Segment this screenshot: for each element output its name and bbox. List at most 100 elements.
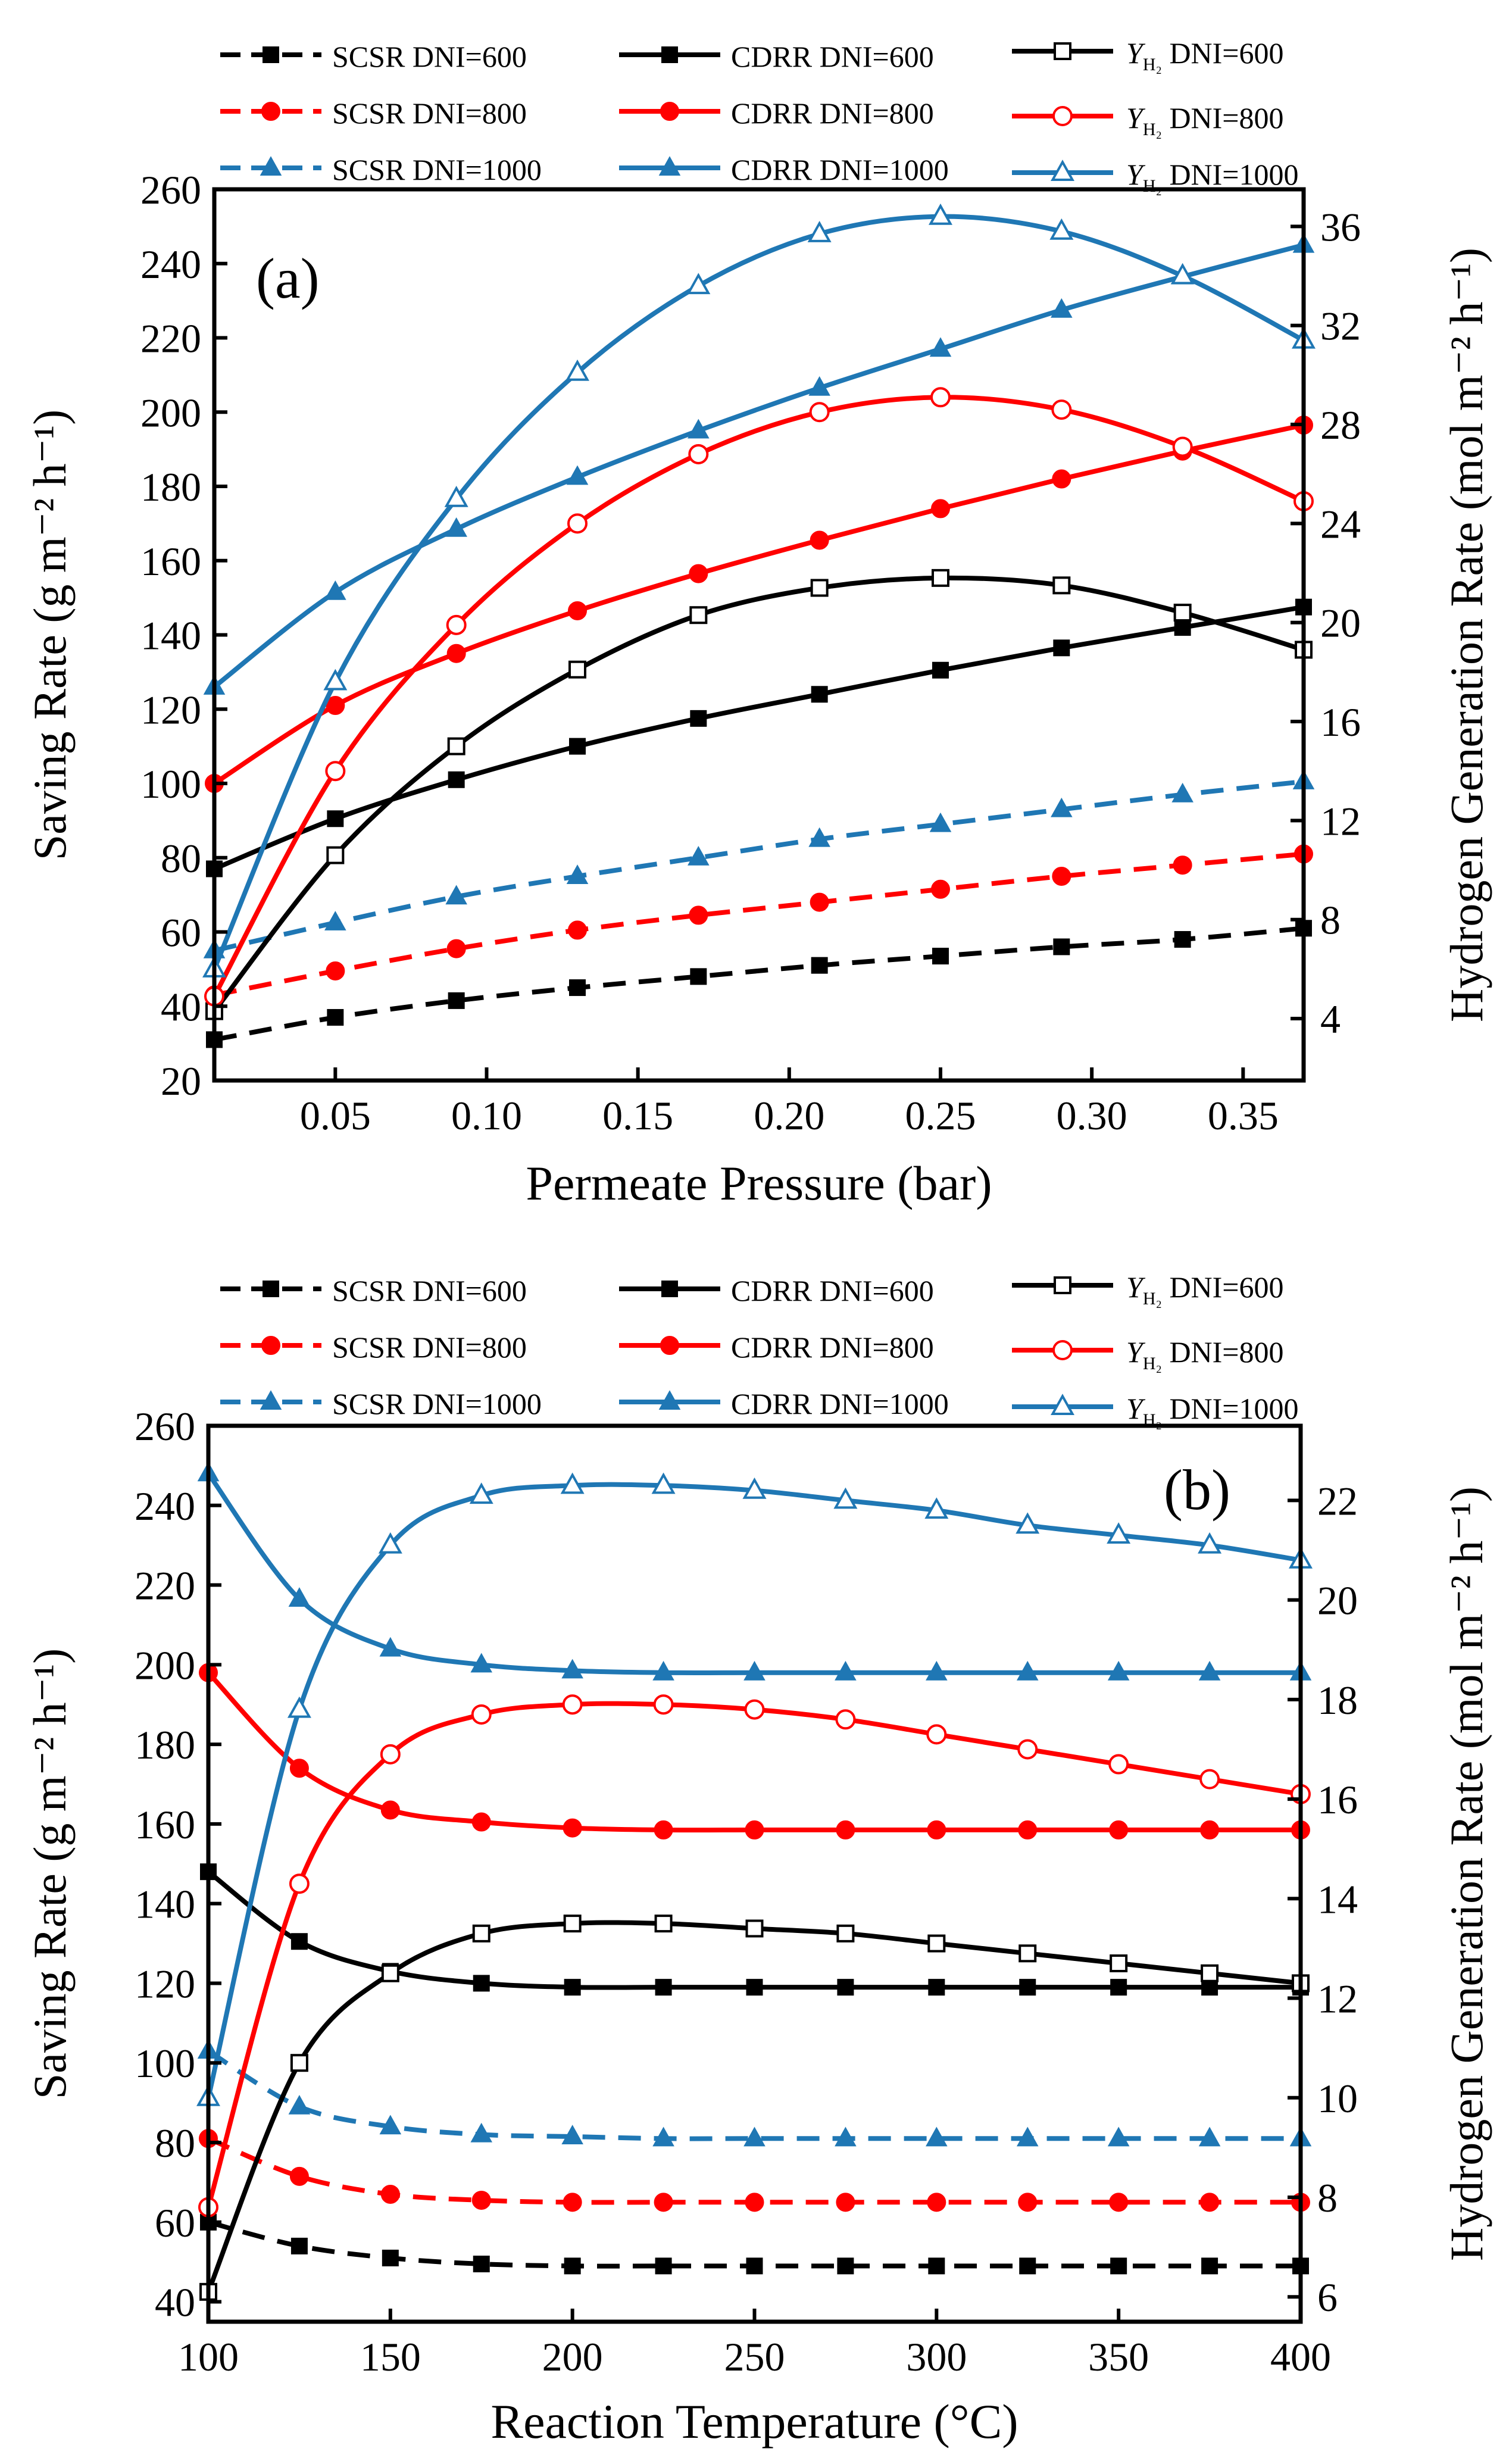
data-point: [569, 738, 586, 755]
legend-label: SCSR DNI=1000: [332, 1387, 542, 1420]
data-point: [689, 564, 708, 583]
legend-label: CDRR DNI=800: [731, 96, 934, 130]
data-point: [568, 660, 586, 679]
data-point: [652, 2126, 674, 2147]
legend-item: YH₂ DNI=600: [1012, 36, 1284, 74]
legend-label: CDRR DNI=1000: [731, 1387, 949, 1420]
y-left-tick-label: 220: [135, 1563, 195, 1609]
data-point: [652, 1660, 674, 1681]
chart-a: SCSR DNI=600 CDRR DNI=600 YH₂ DNI=600 SCSR …: [24, 36, 1492, 1210]
legend-marker: [1054, 42, 1071, 60]
legend-item: CDRR DNI=800: [619, 96, 934, 130]
x-tick-label: 0.15: [602, 1093, 673, 1138]
data-point: [1174, 930, 1191, 948]
data-point: [327, 810, 344, 827]
data-point: [835, 2126, 857, 2147]
data-point: [808, 827, 830, 847]
data-point: [927, 2193, 946, 2212]
data-point: [1051, 399, 1072, 420]
data-point: [835, 1709, 856, 1730]
data-point: [926, 1660, 948, 1681]
data-point: [565, 359, 589, 381]
data-point: [1199, 1769, 1220, 1790]
data-point: [380, 1800, 400, 1820]
data-point: [654, 1915, 673, 1933]
data-point: [560, 1472, 585, 1494]
data-point: [688, 845, 710, 866]
legend-marker: [1054, 1276, 1071, 1294]
legend-label-rest: DNI=1000: [1162, 158, 1299, 191]
data-point: [931, 879, 950, 899]
data-point: [927, 1820, 946, 1840]
legend-label-subscript: H₂: [1143, 176, 1162, 196]
y-right-tick-label: 10: [1317, 2076, 1358, 2121]
y-left-tick-label: 140: [140, 613, 201, 658]
data-point: [654, 2193, 673, 2212]
data-point: [1018, 2193, 1038, 2212]
data-point: [290, 1933, 308, 1950]
legend-label: CDRR DNI=1000: [731, 153, 949, 186]
data-point: [1110, 1954, 1128, 1972]
data-point: [445, 885, 467, 905]
y-left-tick-label: 100: [135, 2041, 195, 2086]
data-point: [1053, 938, 1070, 955]
y-right-tick-label: 4: [1320, 997, 1341, 1042]
legend-label: SCSR DNI=600: [332, 1274, 527, 1307]
data-point: [470, 1653, 493, 1673]
x-tick-label: 100: [178, 2334, 239, 2379]
legend-item: YH₂ DNI=1000: [1012, 158, 1299, 196]
data-point: [1198, 1532, 1222, 1554]
x-tick-label: 400: [1270, 2334, 1331, 2379]
data-point: [1016, 1660, 1039, 1681]
legend-label: SCSR DNI=800: [332, 96, 527, 130]
data-point: [1018, 1944, 1037, 1963]
data-point: [655, 1979, 672, 1996]
y-left-tick-label: 120: [135, 1961, 195, 2006]
x-tick-label: 0.30: [1057, 1093, 1127, 1138]
y-left-tick-label: 240: [140, 242, 201, 287]
data-point: [1107, 1660, 1130, 1681]
series-scsr-dni-1000: [203, 770, 1315, 958]
legend-item: SCSR DNI=800: [220, 96, 527, 130]
data-point: [1170, 263, 1195, 285]
data-point: [837, 1979, 854, 1996]
data-point: [928, 2257, 945, 2275]
data-point: [326, 846, 345, 864]
data-point: [1051, 298, 1073, 318]
data-point: [743, 1660, 766, 1681]
data-point: [688, 419, 710, 439]
legend-item: SCSR DNI=600: [220, 40, 527, 73]
series-scsr-dni-1000: [197, 2039, 1312, 2147]
legend-label-symbol: Y: [1126, 36, 1146, 70]
data-point: [470, 2122, 493, 2143]
data-point: [926, 2126, 948, 2147]
series-line: [214, 851, 1304, 998]
y-left-tick-label: 80: [161, 836, 201, 881]
data-point: [327, 1008, 344, 1026]
data-point: [445, 517, 467, 537]
y-right-tick-label: 6: [1317, 2275, 1338, 2320]
legend-label: SCSR DNI=800: [332, 1331, 527, 1364]
legend-label: CDRR DNI=600: [731, 40, 934, 73]
data-point: [448, 771, 465, 788]
data-point: [1172, 436, 1193, 457]
data-point: [746, 1979, 763, 1996]
legend-label: SCSR DNI=600: [332, 40, 527, 73]
y-right-tick-label: 22: [1317, 1478, 1358, 1523]
data-point: [326, 961, 345, 980]
legend-marker: [261, 1336, 280, 1355]
y-right-tick-label: 14: [1317, 1876, 1358, 1922]
data-point: [473, 2256, 490, 2273]
series-line: [206, 1482, 1301, 2098]
y-right-tick-label: 18: [1317, 1678, 1358, 1723]
x-tick-label: 150: [360, 2334, 421, 2379]
legend-marker: [661, 1281, 678, 1297]
data-point: [563, 1818, 582, 1838]
series-y-h2-dni-1000: [202, 203, 1316, 978]
data-point: [380, 2184, 400, 2204]
data-point: [324, 580, 346, 600]
legend-marker: [1052, 1340, 1073, 1360]
legend-label: CDRR DNI=800: [731, 1331, 934, 1364]
legend-marker: [260, 156, 282, 176]
